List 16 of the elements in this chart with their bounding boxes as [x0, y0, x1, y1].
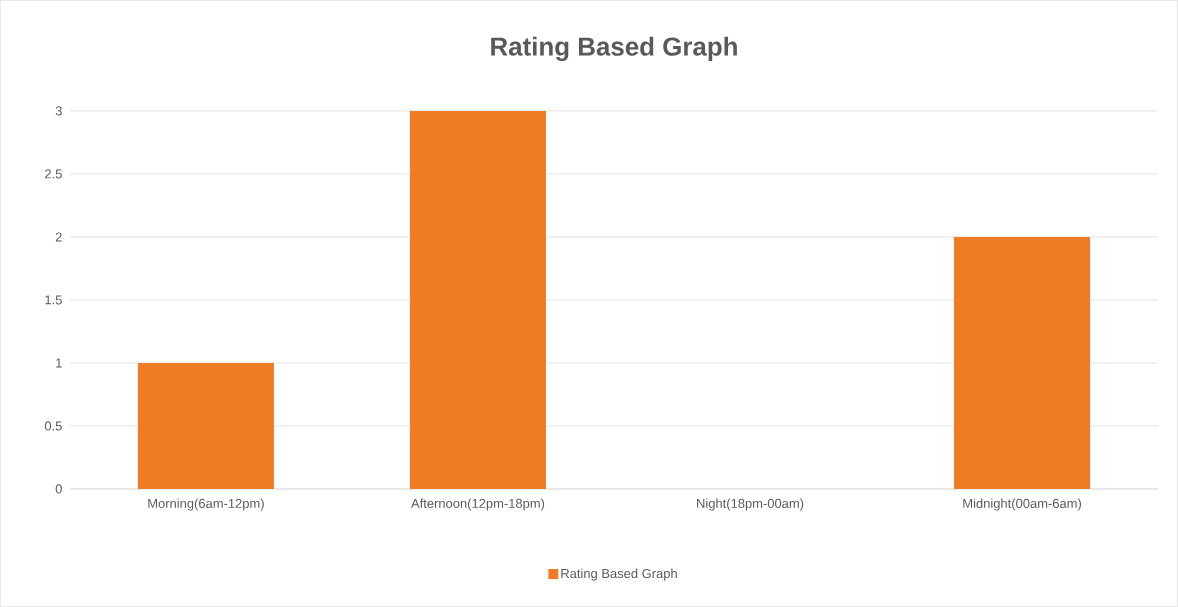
- bar: [137, 363, 274, 490]
- bar: [954, 236, 1091, 490]
- x-tick-label: Night(18pm-00am): [697, 498, 804, 511]
- y-tick-label: 1.5: [45, 295, 62, 305]
- y-tick-label: 2: [55, 232, 62, 242]
- y-tick-label: 2.5: [45, 169, 62, 179]
- y-tick-label: 0.5: [44, 421, 62, 431]
- bar: [409, 110, 546, 490]
- y-tick-label: 1: [56, 358, 62, 368]
- chart-title: Rating Based Graph: [491, 36, 737, 62]
- x-tick-label: Midnight(00am-6am): [963, 498, 1081, 511]
- legend-label: Rating Based Graph: [561, 568, 677, 581]
- x-tick-label: Afternoon(12pm-18pm): [411, 498, 545, 511]
- y-tick-label: 0: [55, 484, 62, 494]
- x-tick-label: Morning(6am-12pm): [148, 498, 264, 511]
- y-tick-label: 3: [55, 106, 62, 116]
